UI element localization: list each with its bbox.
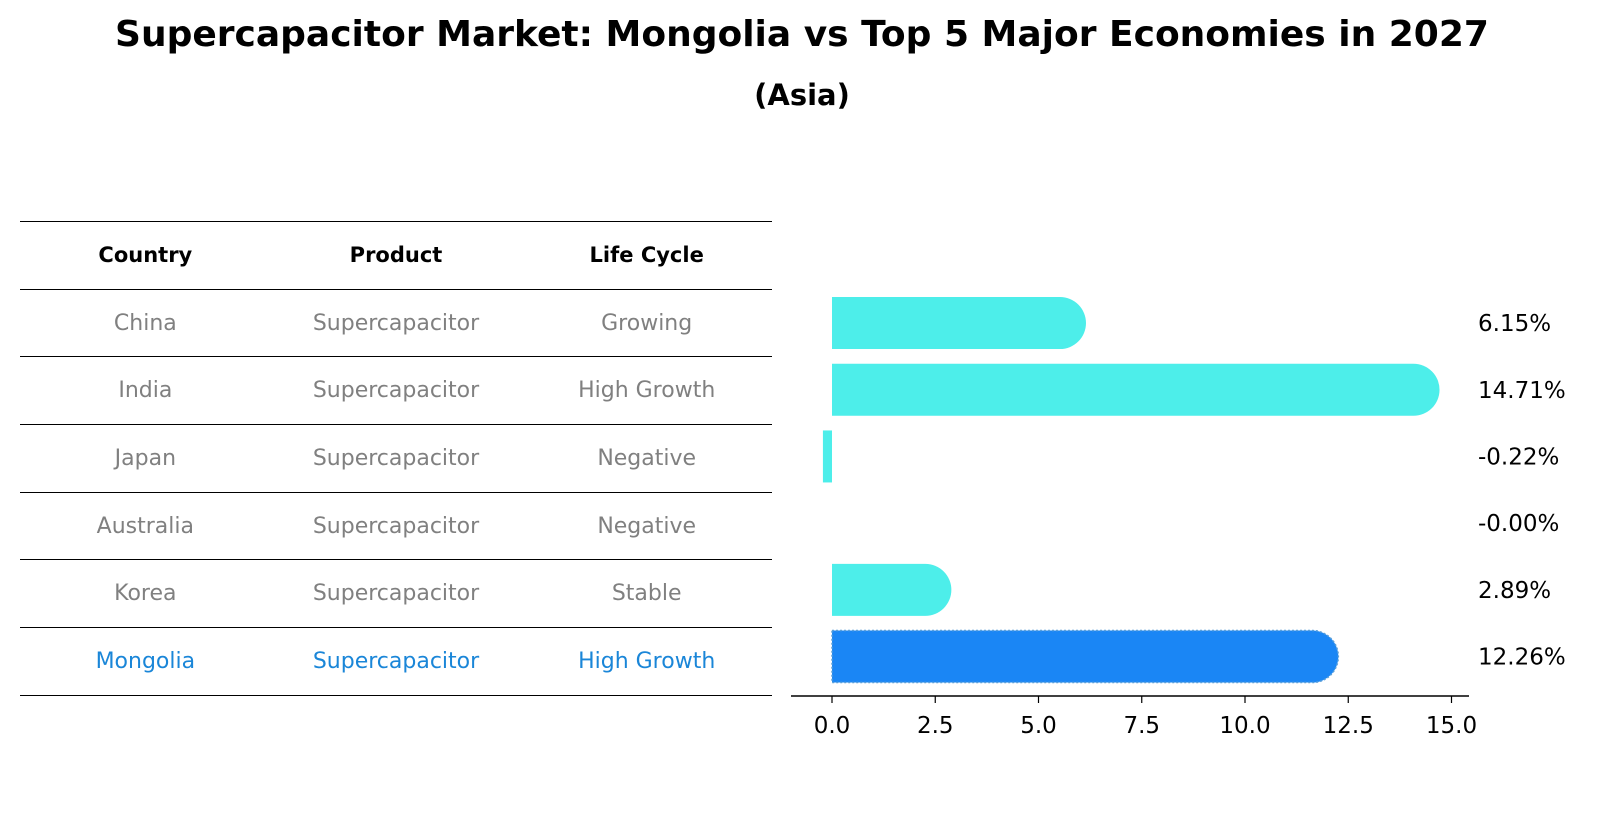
- cell-life-cycle: Stable: [611, 581, 682, 607]
- x-tick-label: 2.5: [917, 713, 954, 739]
- x-tick-label: 0.0: [814, 713, 851, 739]
- table-row: Korea Supercapacitor Stable: [20, 559, 772, 627]
- cell-country: India: [118, 378, 173, 404]
- cell-country: Mongolia: [95, 648, 196, 674]
- bar-india: [832, 363, 1440, 416]
- table-row: China Supercapacitor Growing: [20, 288, 772, 357]
- bar-mongolia: [831, 629, 1340, 684]
- bar-china: [832, 297, 1086, 350]
- value-label-mongolia: 12.26%: [1478, 645, 1566, 671]
- chart-title: Supercapacitor Market: Mongolia vs Top 5…: [115, 14, 1489, 55]
- cell-product: Supercapacitor: [312, 581, 480, 607]
- chart-subtitle: (Asia): [754, 78, 850, 112]
- cell-product: Supercapacitor: [312, 648, 480, 674]
- value-label-india: 14.71%: [1478, 378, 1566, 404]
- value-label-china: 6.15%: [1478, 311, 1551, 337]
- x-tick-label: 5.0: [1020, 713, 1057, 739]
- header-product: Product: [349, 243, 443, 268]
- x-tick-label: 15.0: [1426, 713, 1477, 739]
- table-row: Australia Supercapacitor Negative: [20, 491, 772, 560]
- bar-japan: [822, 430, 832, 483]
- cell-life-cycle: Growing: [601, 310, 693, 336]
- cell-life-cycle: High Growth: [578, 378, 716, 404]
- table-row: Japan Supercapacitor Negative: [20, 424, 772, 492]
- x-tick-label: 10.0: [1219, 713, 1270, 739]
- x-tick-label: 12.5: [1323, 713, 1374, 739]
- cell-product: Supercapacitor: [312, 378, 480, 404]
- value-label-australia: -0.00%: [1478, 511, 1559, 537]
- cell-country: Korea: [114, 581, 177, 607]
- cell-country: Japan: [114, 445, 177, 471]
- table-row-highlight: Mongolia Supercapacitor High Growth: [20, 627, 772, 696]
- x-tick-label: 7.5: [1123, 713, 1160, 739]
- cell-product: Supercapacitor: [312, 310, 480, 336]
- table-header-row: Country Product Life Cycle: [20, 221, 772, 289]
- header-life-cycle: Life Cycle: [589, 243, 704, 268]
- value-label-korea: 2.89%: [1478, 578, 1551, 604]
- value-label-japan: -0.22%: [1478, 444, 1559, 470]
- cell-life-cycle: Negative: [597, 513, 697, 539]
- header-country: Country: [98, 243, 193, 268]
- cell-product: Supercapacitor: [312, 513, 480, 539]
- cell-country: Australia: [96, 513, 194, 539]
- cell-life-cycle: Negative: [597, 445, 697, 471]
- bar-korea: [832, 563, 952, 616]
- data-table: Country Product Life Cycle China Superca…: [20, 221, 772, 696]
- table-row: India Supercapacitor High Growth: [20, 356, 772, 424]
- cell-life-cycle: High Growth: [578, 648, 716, 674]
- cell-country: China: [113, 310, 177, 336]
- cell-product: Supercapacitor: [312, 445, 480, 471]
